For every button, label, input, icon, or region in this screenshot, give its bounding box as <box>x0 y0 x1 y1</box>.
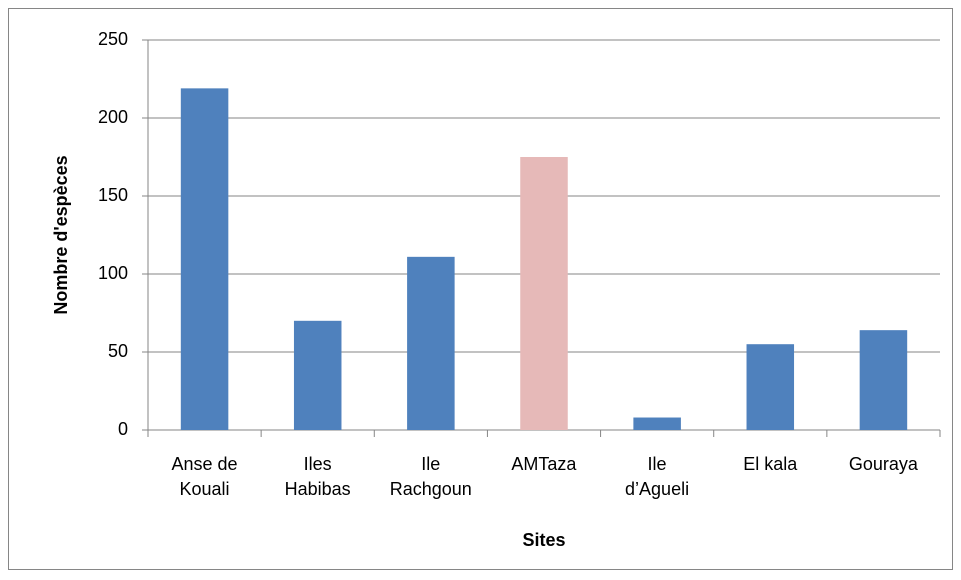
y-tick-label: 100 <box>98 263 128 283</box>
x-axis-title: Sites <box>522 530 565 550</box>
y-tick-label: 200 <box>98 107 128 127</box>
bar <box>520 157 568 430</box>
x-tick-label: Gouraya <box>848 454 918 474</box>
y-tick-label: 50 <box>108 341 128 361</box>
y-tick-label: 250 <box>98 29 128 49</box>
x-tick-label: AMTaza <box>511 454 577 474</box>
bar <box>293 320 342 430</box>
bar <box>859 330 908 430</box>
y-tick-label: 0 <box>118 419 128 439</box>
bar <box>746 344 795 430</box>
y-tick-label: 150 <box>98 185 128 205</box>
x-tick-label: Iles Habibas <box>284 454 351 499</box>
bar <box>407 256 455 430</box>
bar <box>180 88 229 431</box>
chart-border <box>8 8 953 570</box>
x-tick-label: El kala <box>743 454 798 474</box>
bar <box>633 417 681 430</box>
y-axis-title: Nombre d'espèces <box>51 155 71 314</box>
x-tick-label: Anse de Kouali <box>171 454 238 499</box>
x-tick-label: Ile Rachgoun <box>389 454 472 499</box>
x-tick-label: Ile d’Agueli <box>625 454 690 499</box>
